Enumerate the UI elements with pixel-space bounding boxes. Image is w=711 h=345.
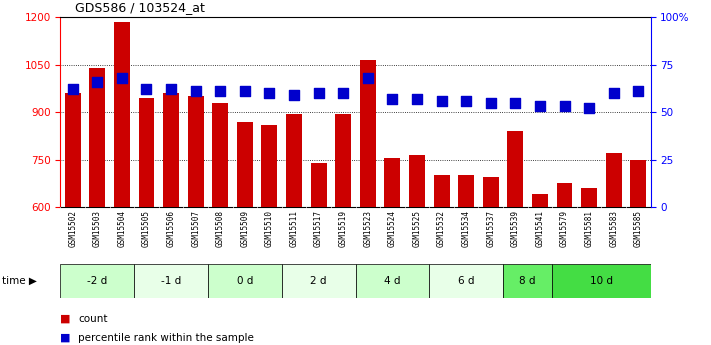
Text: time ▶: time ▶ bbox=[2, 276, 37, 286]
Point bbox=[313, 90, 324, 96]
Text: GSM15541: GSM15541 bbox=[535, 210, 545, 247]
Bar bbox=[188, 96, 203, 207]
Text: GSM15508: GSM15508 bbox=[215, 210, 225, 247]
Point bbox=[215, 88, 226, 94]
Text: GSM15510: GSM15510 bbox=[265, 210, 274, 247]
Text: 2 d: 2 d bbox=[311, 276, 327, 286]
Point bbox=[608, 90, 619, 96]
Bar bbox=[630, 160, 646, 207]
Text: GSM15506: GSM15506 bbox=[166, 210, 176, 247]
Text: GSM15507: GSM15507 bbox=[191, 210, 201, 247]
Text: GSM15503: GSM15503 bbox=[93, 210, 102, 247]
Point bbox=[239, 88, 250, 94]
Point bbox=[92, 79, 103, 85]
Bar bbox=[65, 93, 81, 207]
Text: 6 d: 6 d bbox=[458, 276, 474, 286]
Text: GSM15502: GSM15502 bbox=[68, 210, 77, 247]
Bar bbox=[434, 175, 449, 207]
Bar bbox=[213, 102, 228, 207]
Bar bbox=[262, 125, 277, 207]
Bar bbox=[606, 153, 621, 207]
Point bbox=[362, 75, 373, 81]
Point bbox=[485, 100, 496, 106]
Bar bbox=[532, 194, 548, 207]
Text: -2 d: -2 d bbox=[87, 276, 107, 286]
Text: GSM15505: GSM15505 bbox=[142, 210, 151, 247]
Point bbox=[166, 87, 177, 92]
Bar bbox=[429, 264, 503, 298]
Point bbox=[289, 92, 300, 98]
Bar bbox=[335, 114, 351, 207]
Text: ■: ■ bbox=[60, 314, 71, 324]
Text: -1 d: -1 d bbox=[161, 276, 181, 286]
Text: GSM15532: GSM15532 bbox=[437, 210, 446, 247]
Bar bbox=[311, 163, 326, 207]
Bar bbox=[508, 131, 523, 207]
Bar bbox=[90, 68, 105, 207]
Point bbox=[338, 90, 349, 96]
Point bbox=[559, 104, 570, 109]
Point bbox=[584, 106, 595, 111]
Point bbox=[436, 98, 447, 104]
Text: 4 d: 4 d bbox=[384, 276, 400, 286]
Bar bbox=[114, 22, 130, 207]
Text: 0 d: 0 d bbox=[237, 276, 253, 286]
Text: GSM15537: GSM15537 bbox=[486, 210, 496, 247]
Point bbox=[141, 87, 152, 92]
Bar bbox=[458, 175, 474, 207]
Text: count: count bbox=[78, 314, 107, 324]
Point bbox=[387, 96, 398, 101]
Bar bbox=[552, 264, 651, 298]
Text: GSM15517: GSM15517 bbox=[314, 210, 323, 247]
Bar bbox=[282, 264, 356, 298]
Bar bbox=[409, 156, 425, 207]
Bar bbox=[356, 264, 429, 298]
Text: GSM15539: GSM15539 bbox=[510, 210, 520, 247]
Bar bbox=[208, 264, 282, 298]
Bar bbox=[483, 177, 498, 207]
Point bbox=[264, 90, 275, 96]
Text: 8 d: 8 d bbox=[519, 276, 536, 286]
Bar bbox=[134, 264, 208, 298]
Text: GSM15579: GSM15579 bbox=[560, 210, 569, 247]
Text: GSM15519: GSM15519 bbox=[338, 210, 348, 247]
Bar bbox=[163, 93, 179, 207]
Point bbox=[633, 88, 644, 94]
Bar bbox=[360, 60, 376, 207]
Bar bbox=[139, 98, 154, 207]
Point bbox=[534, 104, 545, 109]
Text: GSM15583: GSM15583 bbox=[609, 210, 618, 247]
Bar bbox=[286, 114, 302, 207]
Text: percentile rank within the sample: percentile rank within the sample bbox=[78, 333, 254, 343]
Bar bbox=[503, 264, 552, 298]
Bar bbox=[385, 158, 400, 207]
Text: GSM15581: GSM15581 bbox=[584, 210, 594, 247]
Point bbox=[411, 96, 422, 101]
Bar bbox=[581, 188, 597, 207]
Text: GSM15525: GSM15525 bbox=[412, 210, 422, 247]
Text: GSM15524: GSM15524 bbox=[388, 210, 397, 247]
Point bbox=[190, 88, 201, 94]
Point bbox=[510, 100, 521, 106]
Bar bbox=[60, 264, 134, 298]
Point bbox=[461, 98, 472, 104]
Bar bbox=[237, 121, 253, 207]
Text: 10 d: 10 d bbox=[590, 276, 613, 286]
Text: GSM15523: GSM15523 bbox=[363, 210, 373, 247]
Text: ■: ■ bbox=[60, 333, 71, 343]
Point bbox=[116, 75, 127, 81]
Text: GSM15509: GSM15509 bbox=[240, 210, 250, 247]
Text: GSM15511: GSM15511 bbox=[289, 210, 299, 247]
Point bbox=[67, 87, 78, 92]
Text: GSM15585: GSM15585 bbox=[634, 210, 643, 247]
Text: GSM15534: GSM15534 bbox=[461, 210, 471, 247]
Text: GSM15504: GSM15504 bbox=[117, 210, 127, 247]
Bar bbox=[557, 183, 572, 207]
Text: GDS586 / 103524_at: GDS586 / 103524_at bbox=[75, 1, 205, 14]
